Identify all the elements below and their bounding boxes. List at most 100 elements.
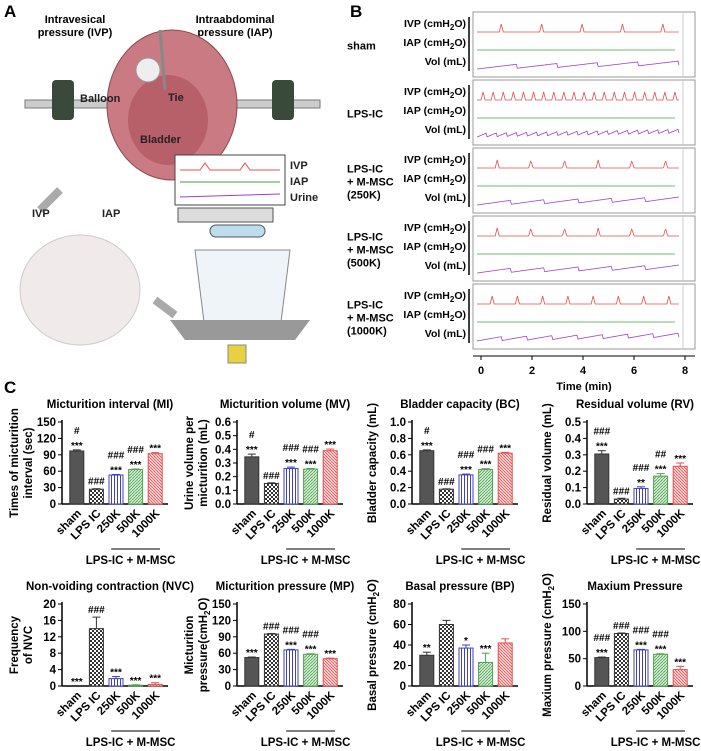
significance-mark: *** [674, 454, 686, 465]
significance-mark: ### [263, 471, 280, 482]
channel-label: IAP (cmH2O) [403, 309, 466, 323]
group-label: LPS-IC [347, 232, 383, 244]
bar-sham [419, 450, 435, 505]
group-label: LPS-IC + M-MSC [611, 737, 701, 749]
bar-250k [283, 649, 299, 687]
y-axis-label: Times of micturition [9, 408, 21, 518]
significance-mark: *** [130, 676, 142, 687]
bar-charts: Micturition interval (MI) Times of mictur… [0, 392, 701, 751]
vol-trace [476, 332, 680, 342]
y-tick-label: 8 [50, 648, 57, 660]
trace-box [472, 215, 696, 282]
y-tick-label: 0 [575, 681, 581, 693]
significance-mark: *** [460, 465, 472, 476]
chart-basal-pressure-bp-: Basal pressure (BP) Basal pressure (cmH2O… [367, 579, 525, 749]
group-label: LPS-IC + M-MSC [86, 555, 176, 567]
y-tick-label: 0.0 [390, 499, 406, 511]
significance-mark: *** [674, 657, 686, 668]
trace-box [472, 283, 696, 350]
trace-box [472, 79, 696, 146]
bar-250k [283, 467, 299, 505]
y-tick-label: 0.4 [390, 466, 407, 478]
group-label: LPS-IC + M-MSC [436, 737, 526, 749]
significance-mark: ### [633, 625, 650, 636]
bar-1000k [322, 658, 338, 687]
bladder-label: Bladder [140, 134, 181, 146]
bar-sham [244, 456, 260, 505]
significance-mark: * [464, 636, 468, 647]
significance-mark: *** [285, 458, 297, 469]
chart-title: Micturition pressure (MP) [216, 581, 355, 593]
ivp-trace [477, 91, 679, 101]
vol-trace [476, 196, 680, 206]
group-label: (500K) [347, 258, 381, 270]
significance-mark: ### [302, 444, 319, 455]
bar-1000k [322, 450, 338, 505]
y-tick-label: 0.4 [215, 444, 232, 456]
group-label: LPS-IC + M-MSC [261, 555, 351, 567]
bar-lps-ic [263, 483, 279, 505]
significance-mark: ### [613, 621, 630, 632]
subscript: 2 [372, 591, 381, 596]
significance-mark: *** [480, 460, 492, 471]
ivp-label: IVP [32, 208, 50, 220]
tie-label: Tie [168, 92, 184, 104]
channel-label: IVP (cmH2O) [404, 154, 466, 168]
significance-mark: ### [613, 486, 630, 497]
significance-mark: ## [655, 450, 667, 461]
group-label: LPS-IC [347, 300, 383, 312]
y-axis-label: of NVC [23, 626, 35, 664]
vol-trace [476, 60, 680, 70]
vol-trace [476, 264, 680, 274]
y-tick-label: 0.3 [215, 458, 231, 470]
channel-label: IAP (cmH2O) [403, 241, 466, 255]
y-tick-label: 80 [393, 599, 406, 611]
panel-label-a: A [4, 2, 17, 21]
chart-micturition-interval-mi-: Micturition interval (MI) Times of mictur… [9, 399, 175, 567]
y-tick-label: 100 [562, 626, 581, 638]
y-tick-label: 0.5 [215, 431, 232, 443]
y-tick-label: 0.1 [565, 483, 582, 495]
significance-mark: ### [263, 622, 280, 633]
y-tick-label: 0.2 [565, 466, 581, 478]
significance-mark: *** [246, 648, 258, 659]
y-tick-label: 150 [212, 599, 231, 611]
ivp-title: Intravesical pressure (IVP) [37, 14, 113, 39]
y-tick-label: 60 [43, 466, 56, 478]
subscript: 2 [547, 585, 556, 590]
bar-250k [108, 474, 124, 505]
bar-lps-ic [438, 624, 454, 687]
significance-mark: ### [593, 633, 610, 644]
channel-label: IVP (cmH2O) [404, 290, 466, 304]
bar-1000k [147, 453, 163, 505]
bar-1000k [672, 669, 688, 687]
time-tick-label: 0 [478, 365, 484, 377]
y-tick-label: 4 [50, 665, 57, 677]
ivp-trace [477, 295, 679, 305]
label-end: O) [454, 18, 466, 30]
y-tick-label: 1.0 [390, 417, 406, 429]
chart-title: Micturition volume (MV) [220, 399, 351, 411]
label-end: O) [198, 598, 210, 611]
time-tick-label: 8 [682, 365, 688, 377]
chart-residual-volume-rv-: Residual volume (RV) Residual volume (mL)… [542, 399, 700, 567]
y-tick-label: 50 [568, 654, 581, 666]
y-axis-label: Bladder capacity (mL) [367, 403, 379, 523]
charts-svg: Micturition interval (MI) Times of mictur… [9, 399, 701, 749]
significance-mark: ### [127, 445, 144, 456]
bar-500k [303, 468, 319, 505]
y-axis-label: Urine volume per [184, 416, 196, 510]
bar-250k [633, 487, 649, 505]
bar-lps-ic [438, 488, 454, 505]
significance-mark: *** [655, 465, 667, 476]
y-tick-label: 40 [393, 640, 406, 652]
significance-mark: ### [108, 450, 125, 461]
significance-mark: *** [499, 443, 511, 454]
y-tick-label: 0.2 [215, 472, 231, 484]
chart-title: Residual volume (RV) [576, 399, 694, 411]
y-tick-label: 120 [37, 433, 56, 445]
y-tick-label: 0.1 [215, 485, 232, 497]
chart-title: Micturition interval (MI) [47, 399, 174, 411]
y-tick-label: 0.0 [565, 499, 581, 511]
